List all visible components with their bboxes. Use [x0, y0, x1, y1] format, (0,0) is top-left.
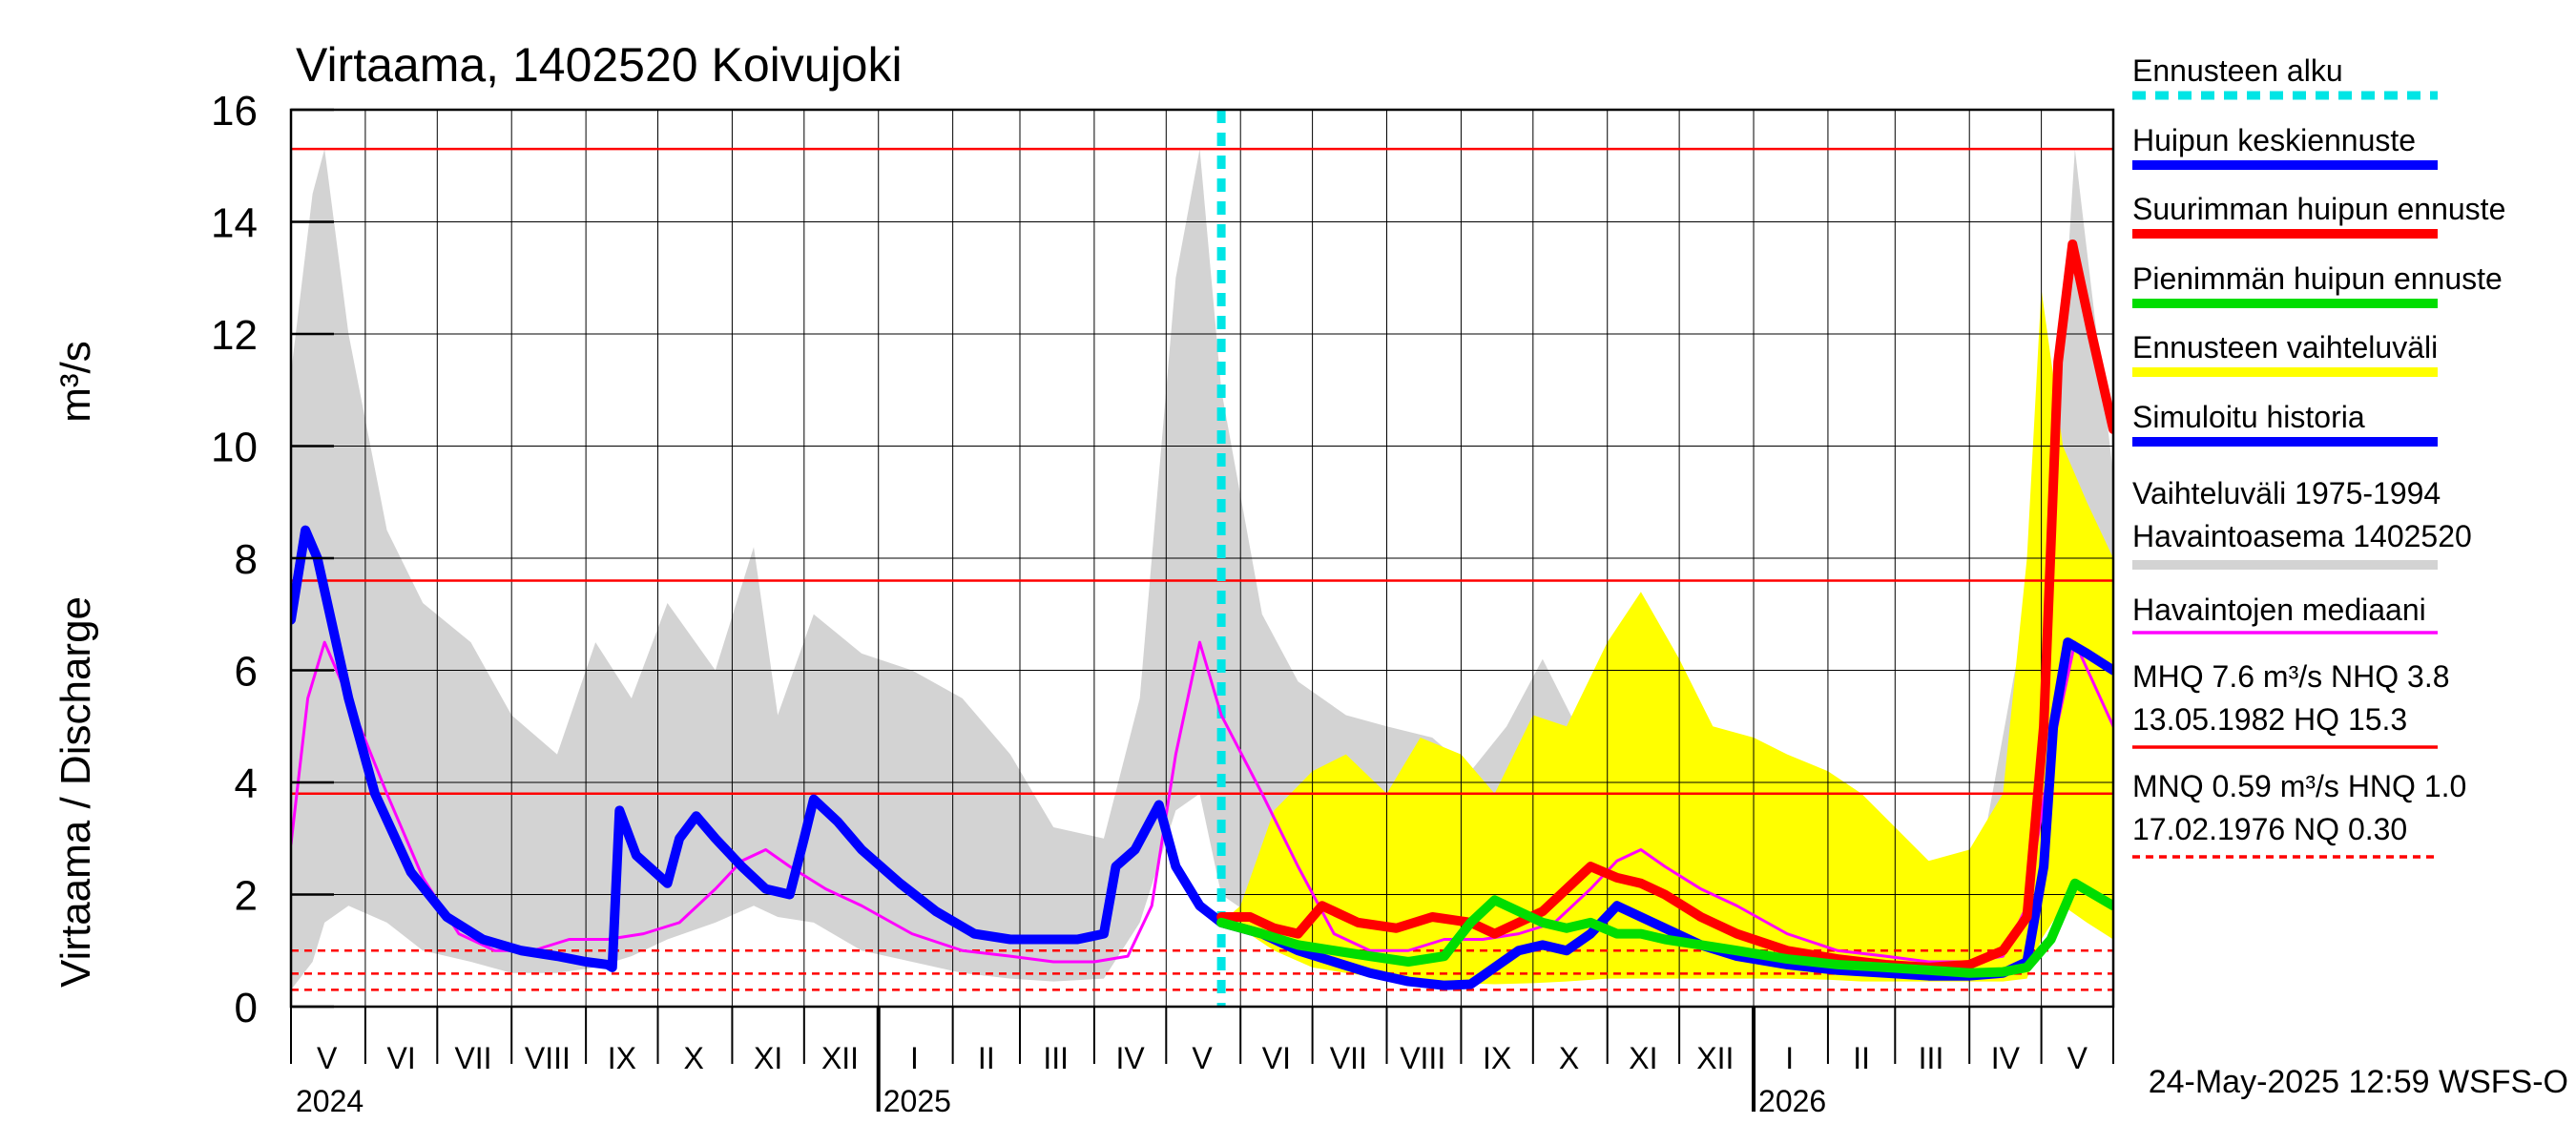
month-label: I — [1785, 1041, 1794, 1075]
legend-label: Ennusteen vaihteluväli — [2132, 330, 2438, 364]
month-label: I — [910, 1041, 919, 1075]
legend-label: Vaihteluväli 1975-1994 — [2132, 476, 2441, 510]
legend-label: Huipun keskiennuste — [2132, 123, 2416, 157]
month-label: XII — [1696, 1041, 1734, 1075]
y-tick-label: 8 — [235, 536, 258, 583]
y-tick-label: 16 — [211, 88, 258, 135]
footer-timestamp: 24-May-2025 12:59 WSFS-O — [2149, 1064, 2568, 1100]
legend-label: Pienimmän huipun ennuste — [2132, 261, 2503, 296]
band-1 — [1221, 289, 2113, 985]
month-label: VIII — [525, 1041, 571, 1075]
month-label: X — [1559, 1041, 1579, 1075]
y-tick-label: 2 — [235, 873, 258, 920]
month-label: X — [684, 1041, 704, 1075]
y-tick-label: 0 — [235, 985, 258, 1031]
month-label: VI — [1262, 1041, 1291, 1075]
legend-label: 17.02.1976 NQ 0.30 — [2132, 812, 2407, 846]
month-label: VIII — [1400, 1041, 1445, 1075]
month-label: XI — [754, 1041, 782, 1075]
legend-label: Simuloitu historia — [2132, 400, 2365, 434]
legend-label: MNQ 0.59 m³/s HNQ 1.0 — [2132, 769, 2466, 803]
legend-label: MHQ 7.6 m³/s NHQ 3.8 — [2132, 659, 2450, 694]
legend-label: 13.05.1982 HQ 15.3 — [2132, 702, 2407, 737]
month-label: III — [1919, 1041, 1944, 1075]
y-axis-unit: m³/s — [52, 341, 99, 423]
year-label: 2024 — [296, 1084, 364, 1118]
month-label: V — [317, 1041, 338, 1075]
series-line-0 — [291, 640, 2113, 964]
month-label: III — [1043, 1041, 1069, 1075]
month-label: IX — [608, 1041, 636, 1075]
month-label: XI — [1629, 1041, 1657, 1075]
month-label: V — [1192, 1041, 1213, 1075]
series-line-2 — [1216, 637, 2113, 990]
month-label: IV — [1115, 1041, 1145, 1075]
legend-label: Suurimman huipun ennuste — [2132, 192, 2505, 226]
year-label: 2025 — [883, 1084, 951, 1118]
month-label: V — [2067, 1041, 2088, 1075]
legend-label: Havaintoasema 1402520 — [2132, 519, 2472, 553]
chart-title: Virtaama, 1402520 Koivujoki — [296, 38, 903, 92]
y-tick-label: 6 — [235, 649, 258, 696]
month-label: VII — [1330, 1041, 1367, 1075]
series-line-1 — [291, 525, 1227, 972]
legend-label: Ennusteen alku — [2132, 53, 2343, 88]
month-label: IX — [1483, 1041, 1511, 1075]
month-label: XII — [821, 1041, 859, 1075]
y-tick-label: 4 — [235, 760, 258, 807]
series-line-3 — [1216, 239, 2113, 972]
month-label: VI — [386, 1041, 415, 1075]
series-line-4 — [1216, 878, 2113, 978]
legend-label: Havaintojen mediaani — [2132, 593, 2426, 627]
y-tick-label: 10 — [211, 425, 258, 471]
month-label: IV — [1991, 1041, 2021, 1075]
month-label: II — [1853, 1041, 1870, 1075]
y-tick-label: 14 — [211, 200, 258, 247]
month-label: VII — [454, 1041, 491, 1075]
y-axis-label: Virtaama / Discharge — [52, 596, 99, 988]
year-label: 2026 — [1758, 1084, 1826, 1118]
month-label: II — [978, 1041, 995, 1075]
y-tick-label: 12 — [211, 312, 258, 359]
